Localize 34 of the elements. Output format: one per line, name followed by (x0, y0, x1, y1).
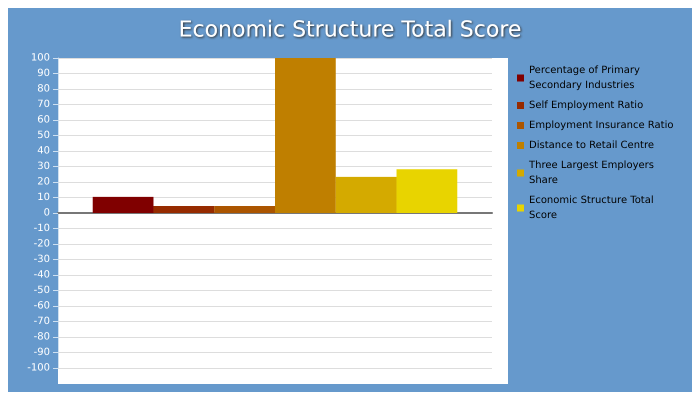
bar (396, 169, 458, 213)
y-tick-label: -90 (34, 347, 50, 358)
y-tick-label: 0 (44, 208, 50, 218)
legend-label: Three Largest Employers Share (528, 160, 658, 186)
y-tick-label: 30 (37, 161, 50, 172)
y-tick-label: 40 (37, 146, 50, 156)
legend-label: Self Employment Ratio (529, 100, 644, 111)
y-tick-label: -100 (27, 362, 50, 374)
y-tick-label: -10 (34, 223, 50, 234)
bar (336, 176, 397, 213)
legend-label: Economic Structure Total Score (529, 195, 657, 221)
bar (275, 58, 336, 213)
y-tick-label: 90 (37, 68, 50, 79)
y-tick-label: -20 (34, 238, 50, 250)
chart-title: Economic Structure Total Score (178, 18, 522, 42)
legend-label: Employment Insurance Ratio (529, 120, 674, 131)
y-tick-label: 70 (37, 99, 50, 110)
y-tick-label: -40 (34, 270, 50, 280)
bar (214, 206, 275, 213)
y-tick-label: 80 (37, 84, 50, 94)
y-tick-label: -60 (34, 300, 50, 312)
bar (153, 206, 214, 213)
bar (92, 196, 154, 213)
y-tick-label: 100 (30, 52, 50, 64)
y-tick-label: 20 (37, 176, 50, 188)
y-tick-label: 10 (37, 192, 50, 203)
y-tick-label: -30 (34, 254, 50, 265)
y-tick-label: -50 (34, 285, 50, 296)
y-tick-label: -70 (34, 316, 50, 327)
y-tick-label: 50 (37, 130, 50, 141)
y-tick-label: 60 (37, 114, 50, 126)
legend-label: Percentage of Primary Secondary Industries (529, 65, 644, 91)
legend-label: Distance to Retail Centre (529, 140, 654, 151)
y-tick-label: -80 (34, 332, 50, 342)
